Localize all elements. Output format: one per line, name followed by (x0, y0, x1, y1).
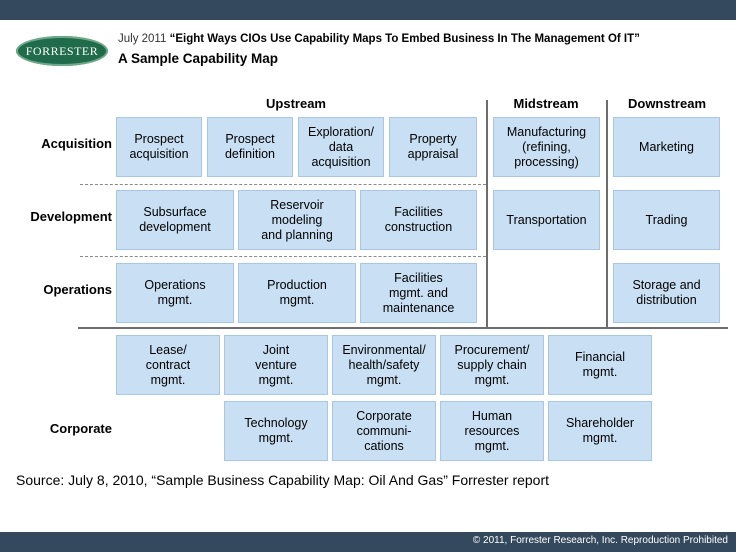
capability-trading: Trading (613, 190, 720, 250)
divider-corporate (78, 327, 728, 329)
capability-environmental: Environmental/ health/safety mgmt. (332, 335, 436, 395)
capability-operations-mgmt: Operations mgmt. (116, 263, 234, 323)
capability-joint-venture: Joint venture mgmt. (224, 335, 328, 395)
capability-human-resources: Human resources mgmt. (440, 401, 544, 461)
capability-facilities-mgmt: Facilities mgmt. and maintenance (360, 263, 477, 323)
capability-subsurface: Subsurface development (116, 190, 234, 250)
top-bar (0, 0, 736, 20)
capability-transportation: Transportation (493, 190, 600, 250)
column-header-upstream: Upstream (266, 96, 326, 111)
capability-reservoir: Reservoir modeling and planning (238, 190, 356, 250)
row-header-operations: Operations (43, 282, 112, 297)
report-date: July 2011 (118, 33, 167, 45)
capability-facilities-construction: Facilities construction (360, 190, 477, 250)
capability-prospect-acquisition: Prospect acquisition (116, 117, 202, 177)
bottom-bar: © 2011, Forrester Research, Inc. Reprodu… (0, 532, 736, 552)
dashed-divider-1 (80, 184, 486, 185)
capability-marketing: Marketing (613, 117, 720, 177)
column-header-downstream: Downstream (627, 96, 707, 111)
forrester-logo: FORRESTER (16, 36, 108, 66)
capability-procurement: Procurement/ supply chain mgmt. (440, 335, 544, 395)
capability-lease-contract: Lease/ contract mgmt. (116, 335, 220, 395)
report-reference: July 2011 “Eight Ways CIOs Use Capabilit… (118, 33, 640, 45)
capability-manufacturing: Manufacturing (refining, processing) (493, 117, 600, 177)
row-header-acquisition: Acquisition (41, 136, 112, 151)
page-title: A Sample Capability Map (118, 51, 279, 66)
capability-shareholder: Shareholder mgmt. (548, 401, 652, 461)
capability-exploration: Exploration/ data acquisition (298, 117, 384, 177)
copyright-text: © 2011, Forrester Research, Inc. Reprodu… (472, 535, 728, 546)
capability-corporate-communications: Corporate communi- cations (332, 401, 436, 461)
row-header-corporate: Corporate (49, 421, 112, 436)
column-header-midstream: Midstream (513, 96, 579, 111)
capability-financial: Financial mgmt. (548, 335, 652, 395)
row-header-development: Development (30, 209, 112, 224)
divider-midstream-downstream (606, 100, 608, 328)
report-title: “Eight Ways CIOs Use Capability Maps To … (169, 33, 640, 45)
capability-storage-distribution: Storage and distribution (613, 263, 720, 323)
dashed-divider-2 (80, 256, 486, 257)
capability-property-appraisal: Property appraisal (389, 117, 477, 177)
divider-upstream-midstream (486, 100, 488, 328)
capability-production-mgmt: Production mgmt. (238, 263, 356, 323)
capability-prospect-definition: Prospect definition (207, 117, 293, 177)
capability-technology: Technology mgmt. (224, 401, 328, 461)
source-note: Source: July 8, 2010, “Sample Business C… (16, 472, 550, 488)
